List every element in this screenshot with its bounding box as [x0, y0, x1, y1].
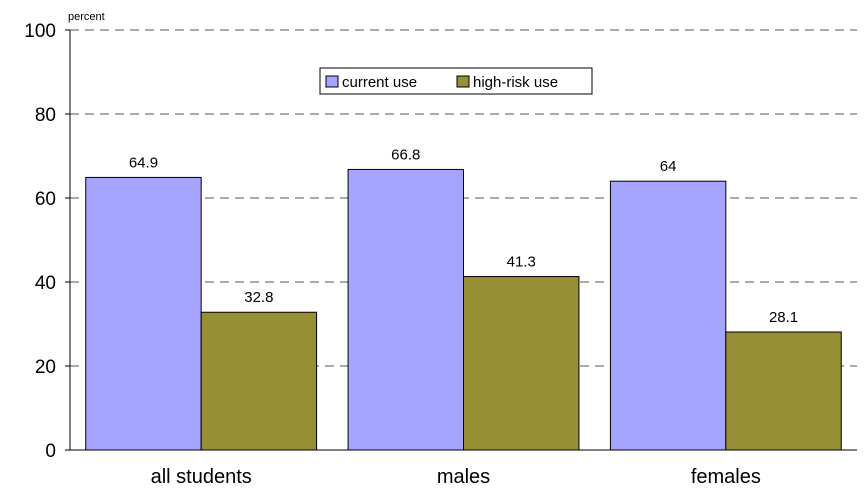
y-axis-unit-label: percent: [68, 11, 105, 23]
legend-box: [319, 67, 593, 95]
data-label: 66.8: [391, 146, 420, 163]
bar-all-students-current-use: [85, 176, 202, 451]
bar-all-students-high-risk-use: [200, 311, 318, 451]
x-category-label: all students: [151, 466, 252, 488]
y-tick-label-100: 100: [24, 21, 56, 42]
data-label: 64.9: [129, 154, 158, 171]
bar-males-current-use: [347, 168, 464, 451]
legend-swatch-high-risk-use: [456, 75, 470, 88]
legend-label-current-use: current use: [342, 74, 417, 91]
data-label: 32.8: [244, 289, 273, 306]
y-tick-label-20: 20: [35, 357, 56, 378]
x-category-labels: all students males females: [151, 466, 761, 488]
y-tick-label-60: 60: [35, 189, 56, 210]
x-category-label: females: [691, 466, 761, 488]
bars: [85, 168, 842, 451]
bar-males-high-risk-use: [463, 276, 580, 451]
y-tick-label-0: 0: [45, 441, 56, 462]
data-labels: 64.9 32.8 66.8 41.3 64 28.1: [129, 146, 798, 326]
y-tick-label-40: 40: [35, 273, 56, 294]
data-label: 41.3: [507, 254, 536, 271]
legend: current use high-risk use: [319, 67, 593, 95]
data-label: 28.1: [769, 309, 798, 326]
y-tick-label-80: 80: [35, 105, 56, 126]
y-tick-labels: 0 20 40 60 80 100: [24, 21, 56, 462]
legend-label-high-risk-use: high-risk use: [473, 74, 558, 91]
bar-females-current-use: [609, 180, 727, 451]
bar-females-high-risk-use: [725, 331, 842, 451]
data-label: 64: [660, 158, 677, 175]
x-category-label: males: [437, 466, 490, 488]
axes: [65, 29, 857, 451]
legend-swatch-current-use: [325, 75, 339, 88]
